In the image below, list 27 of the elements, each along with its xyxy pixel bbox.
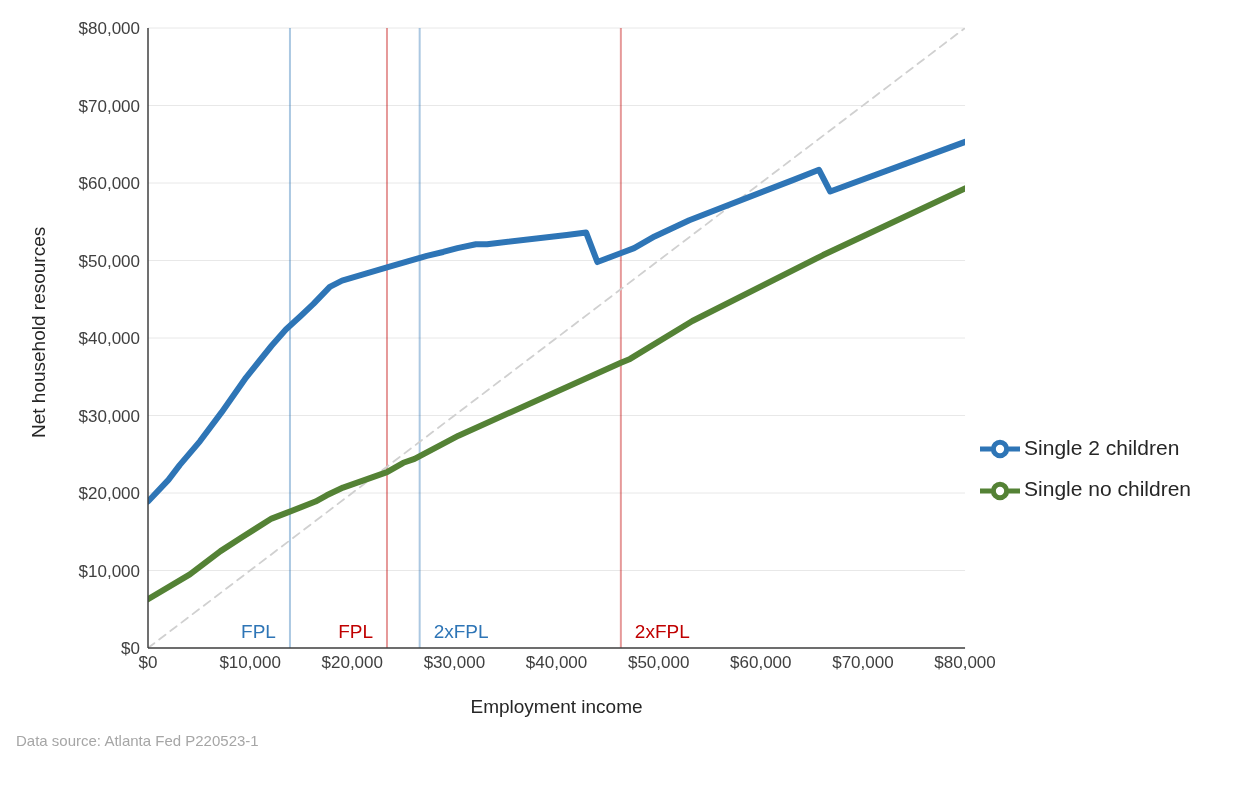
y-axis-title: Net household resources [27,226,49,438]
legend-label: Single 2 children [1024,436,1180,459]
y-tick-label: $80,000 [78,19,140,39]
y-tick-label: $50,000 [78,251,140,271]
y-tick-label: $10,000 [78,561,140,581]
x-tick-label: $60,000 [730,653,792,673]
y-tick-label: $60,000 [78,174,140,194]
y-tick-label: $30,000 [78,406,140,426]
legend-label: Single no children [1024,477,1191,501]
x-tick-label: $10,000 [219,653,281,673]
y-tick-label: $40,000 [78,329,140,349]
ref-line-label: FPL [338,621,373,642]
y-tick-label: $0 [121,639,140,659]
ref-line-label: FPL [241,621,276,642]
y-tick-label: $20,000 [78,484,140,504]
x-tick-label: $50,000 [627,653,690,673]
x-tick-label: $0 [138,653,158,673]
x-tick-label: $80,000 [934,653,996,673]
x-tick-label: $30,000 [423,653,486,673]
ref-line-label: 2xFPL [433,621,489,642]
x-axis-title: Employment income [470,696,643,717]
source-note: Data source: Atlanta Fed P220523-1 [16,732,259,749]
x-tick-label: $70,000 [832,653,894,673]
x-tick-label: $20,000 [321,653,383,673]
y-tick-label: $70,000 [78,96,140,116]
ref-line-label: 2xFPL [634,621,690,642]
x-tick-label: $40,000 [525,653,588,673]
